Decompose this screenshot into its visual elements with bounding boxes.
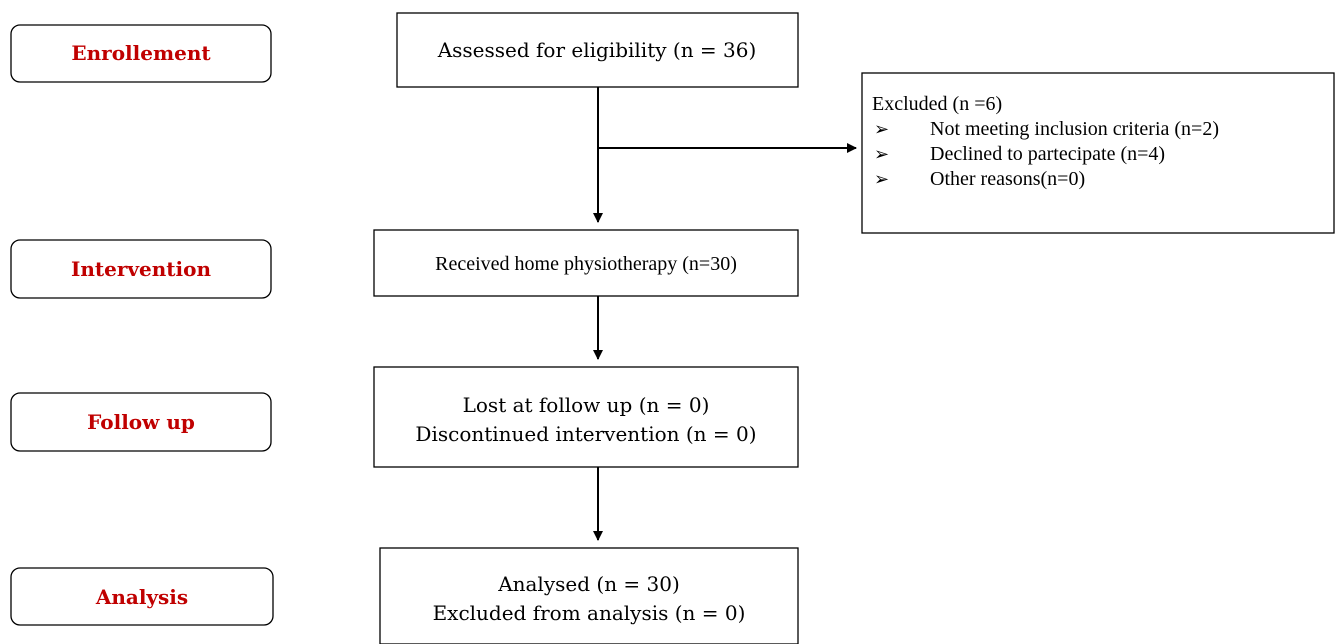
stage-box	[10, 24, 272, 83]
node-boxes	[373, 12, 1335, 644]
excluded-item: Declined to partecipate (n=4)	[930, 143, 1165, 165]
stage-label: Enrollement	[71, 41, 211, 65]
stage-box	[10, 567, 274, 626]
node-text: Lost at follow up (n = 0)	[463, 393, 710, 417]
bullets: ➢ ➢ ➢	[874, 119, 889, 189]
excluded-box	[861, 72, 1335, 234]
arrows	[593, 87, 857, 541]
stage-label: Follow up	[87, 410, 195, 434]
bullet: ➢	[874, 169, 889, 189]
node-box	[379, 547, 799, 644]
stage-label: Intervention	[71, 257, 211, 281]
stage-box	[10, 239, 272, 299]
stage-box	[10, 392, 272, 452]
node-box	[373, 366, 799, 468]
stage-boxes	[10, 24, 274, 626]
excluded-item: Other reasons(n=0)	[930, 168, 1085, 190]
node-text: Analysed (n = 30)	[497, 572, 680, 596]
node-box	[373, 229, 799, 297]
excluded-item: Not meeting inclusion criteria (n=2)	[930, 118, 1219, 140]
node-text: Received home physiotherapy (n=30)	[435, 253, 737, 275]
node-text: Excluded from analysis (n = 0)	[433, 601, 746, 625]
bullet: ➢	[874, 119, 889, 139]
node-text: Discontinued intervention (n = 0)	[415, 422, 756, 446]
stage-label: Analysis	[95, 585, 188, 609]
bullet: ➢	[874, 144, 889, 164]
node-text: Assessed for eligibility (n = 36)	[437, 38, 757, 62]
excluded-title: Excluded (n =6)	[872, 93, 1002, 115]
